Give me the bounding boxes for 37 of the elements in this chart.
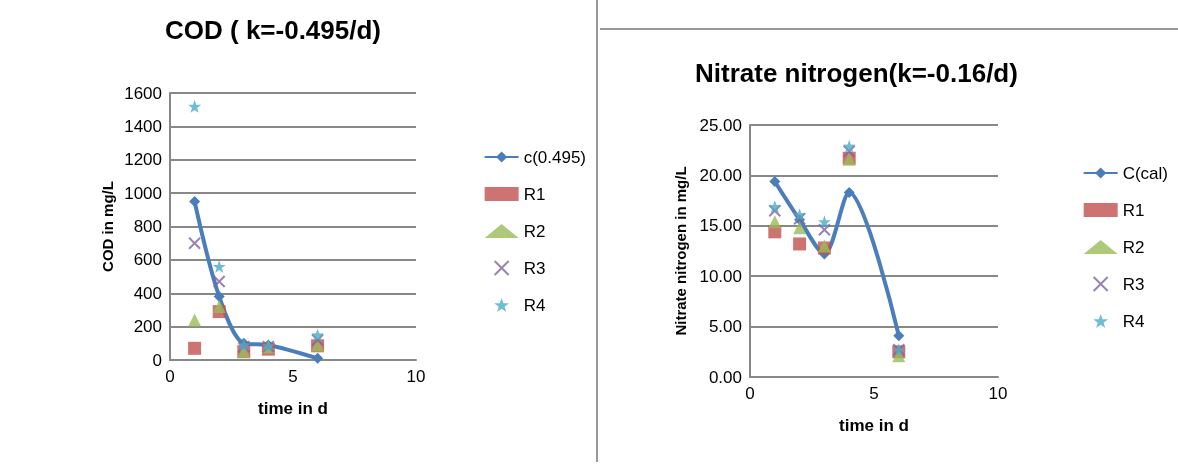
y-axis-title: Nitrate nitrogen in mg/L — [672, 166, 689, 336]
y-tick-label: 200 — [133, 317, 162, 337]
y-tick-label: 800 — [133, 217, 162, 236]
y-tick-label: 15.00 — [699, 216, 742, 236]
y-tick-label: 0 — [152, 350, 162, 370]
chart-title: COD ( k=-0.495/d) — [165, 15, 382, 45]
legend-label: R4 — [1122, 311, 1145, 331]
y-tick-label: 1000 — [124, 183, 162, 203]
y-axis-title: COD in mg/L — [99, 181, 116, 272]
legend-label: R4 — [523, 295, 546, 315]
y-tick-label: 5.00 — [708, 317, 742, 337]
y-tick-label: 1200 — [124, 150, 162, 170]
y-tick-label: 400 — [133, 283, 162, 303]
legend-label: R1 — [1122, 200, 1145, 220]
legend-label: R2 — [523, 221, 546, 241]
legend-label: R1 — [523, 184, 546, 204]
y-tick-label: 1400 — [124, 116, 162, 136]
x-tick-label: 0 — [165, 367, 175, 386]
chart-title: Nitrate nitrogen(k=-0.16/d) — [695, 58, 1018, 88]
y-tick-label: 20.00 — [699, 165, 742, 185]
legend-label: R2 — [1122, 237, 1145, 257]
x-tick-label: 10 — [406, 367, 426, 386]
y-tick-label: 1600 — [124, 83, 162, 103]
x-tick-label: 5 — [869, 384, 879, 403]
y-tick-label: 10.00 — [699, 266, 742, 286]
y-tick-label: 25.00 — [699, 115, 742, 135]
x-tick-label: 0 — [745, 384, 755, 403]
x-tick-label: 10 — [988, 384, 1008, 403]
legend-label: c(0.495) — [523, 147, 587, 167]
legend-label: C(cal) — [1122, 163, 1169, 183]
y-tick-label: 600 — [133, 250, 162, 270]
x-axis-title: time in d — [839, 416, 909, 435]
y-tick-label: 0.00 — [708, 367, 742, 387]
legend-label: R3 — [523, 258, 546, 278]
legend-label: R3 — [1122, 274, 1145, 294]
x-axis-title: time in d — [258, 399, 328, 418]
x-tick-label: 5 — [288, 367, 298, 386]
